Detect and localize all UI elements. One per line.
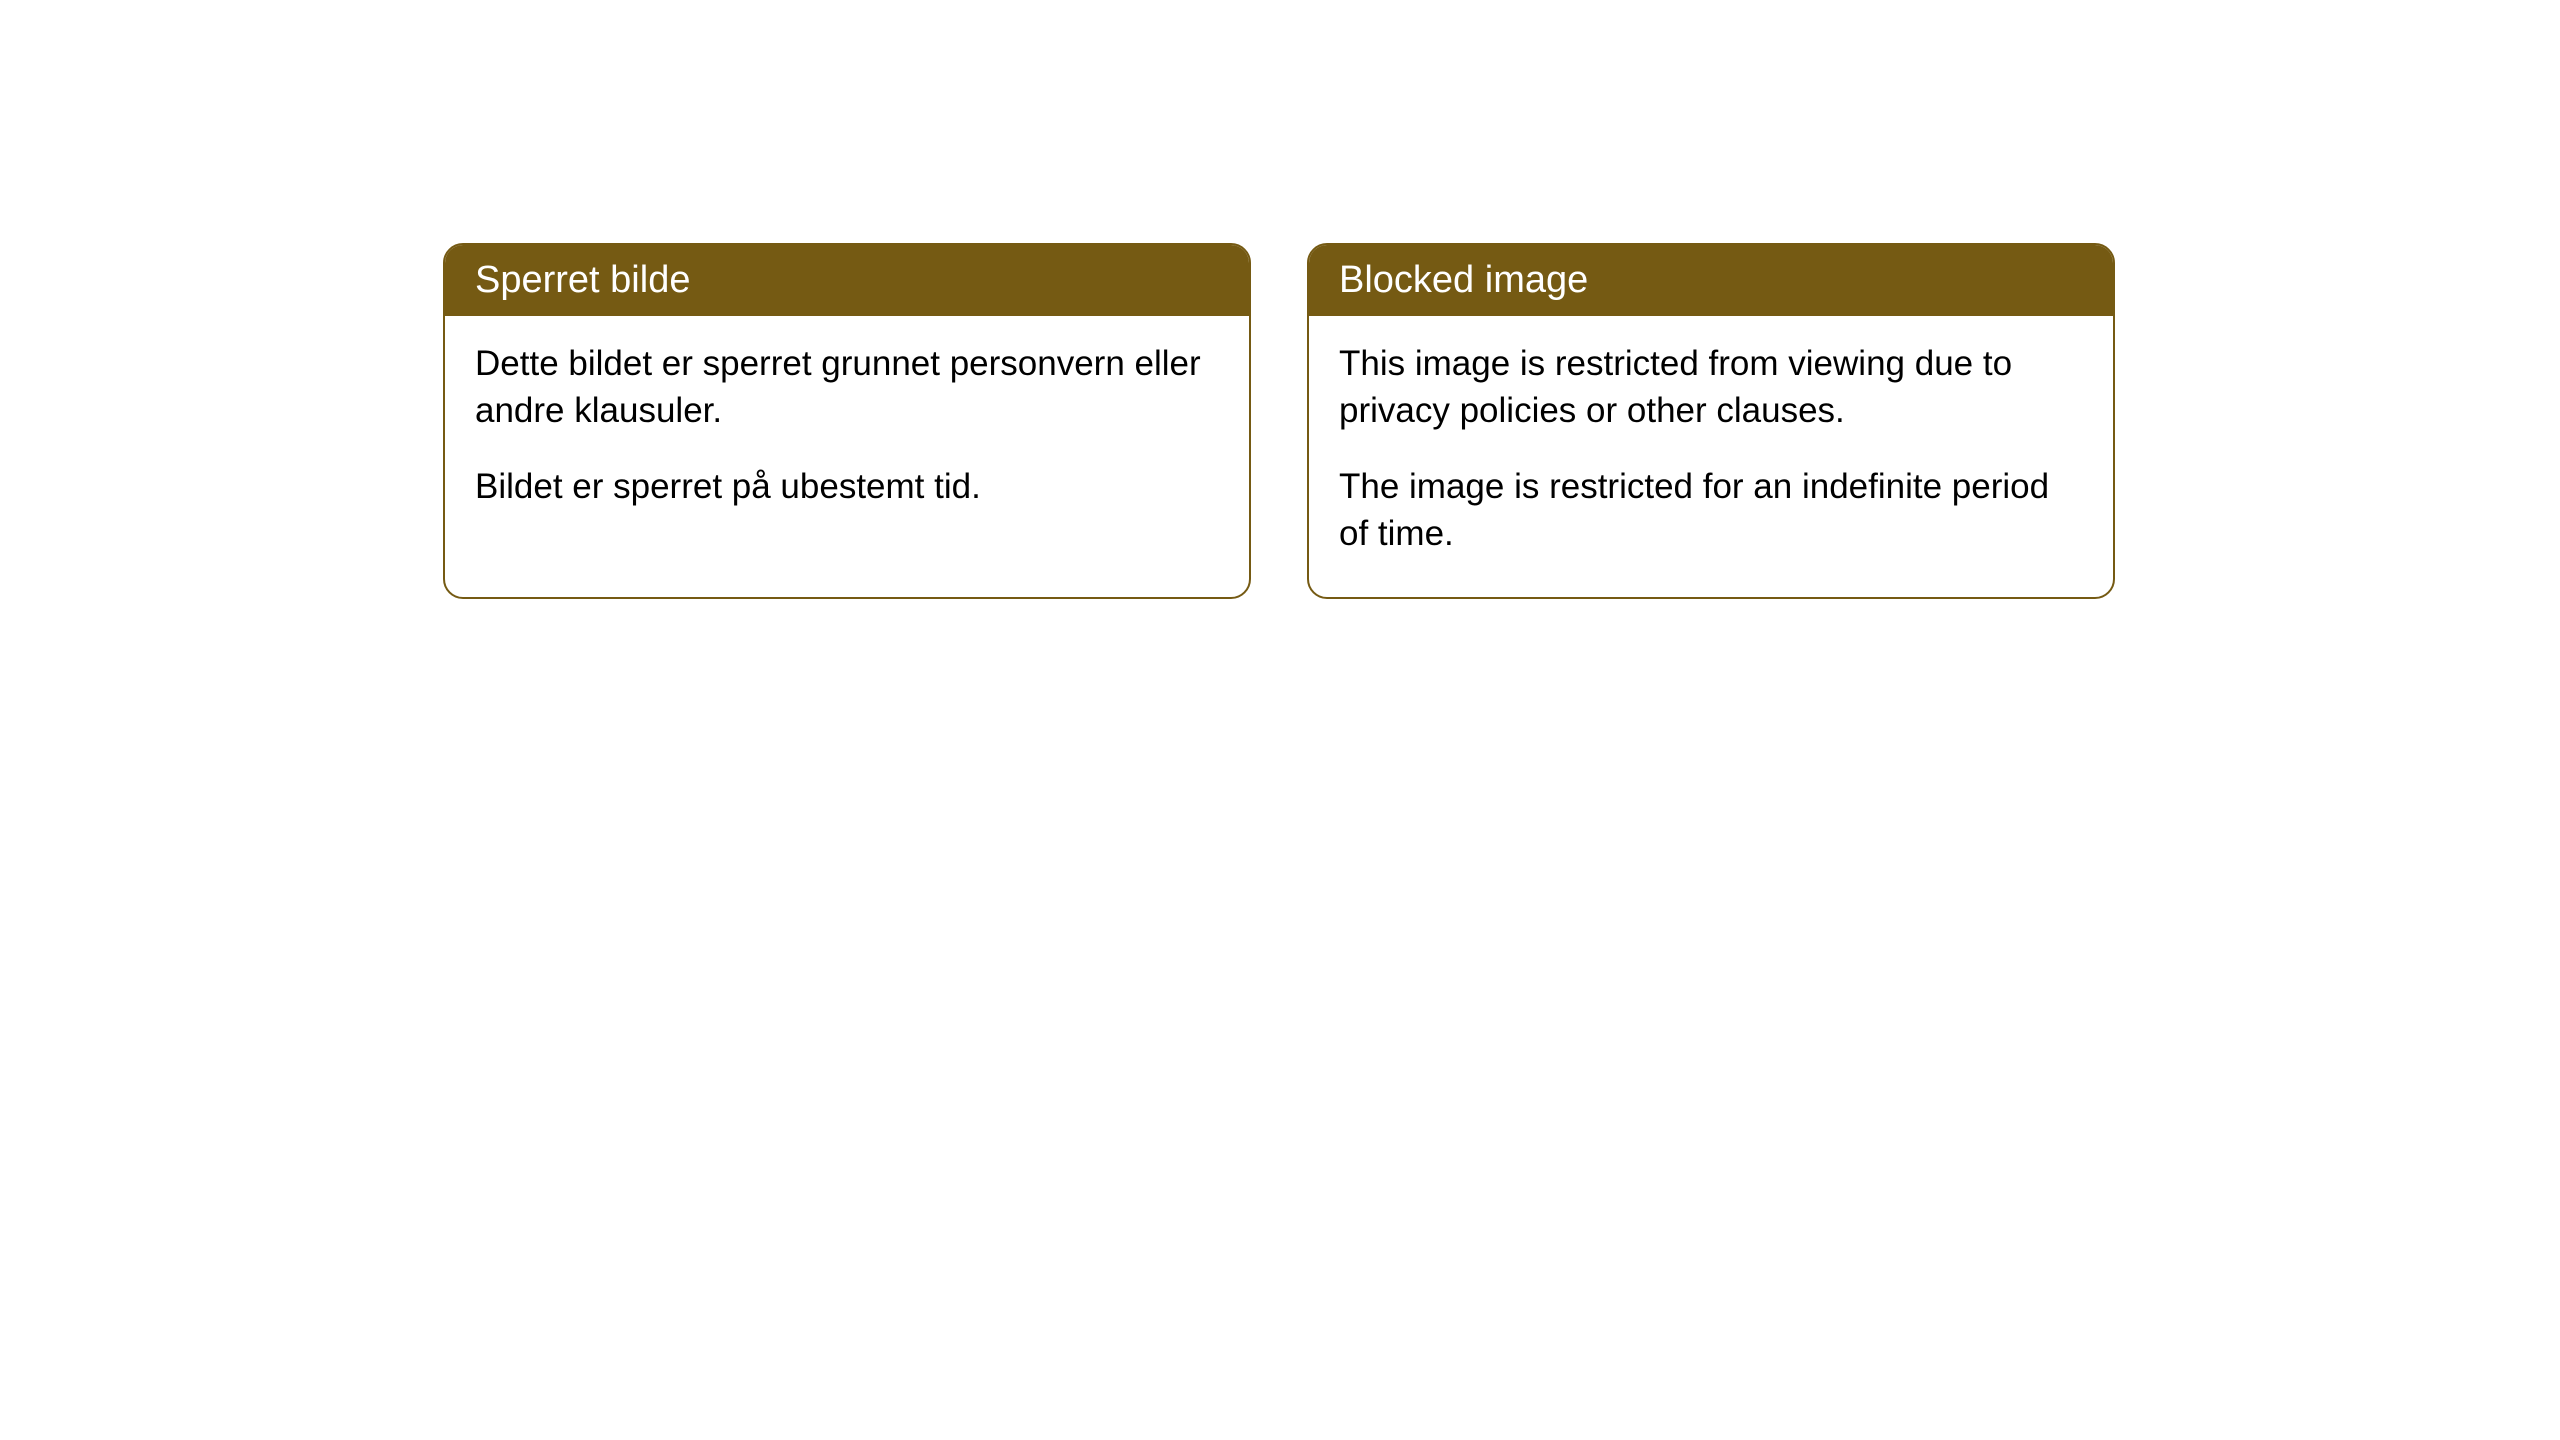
- notice-card-norwegian: Sperret bilde Dette bildet er sperret gr…: [443, 243, 1251, 599]
- notice-card-english: Blocked image This image is restricted f…: [1307, 243, 2115, 599]
- card-title: Sperret bilde: [475, 259, 690, 301]
- card-paragraph: Bildet er sperret på ubestemt tid.: [475, 463, 1219, 510]
- card-paragraph: The image is restricted for an indefinit…: [1339, 463, 2083, 558]
- card-paragraph: Dette bildet er sperret grunnet personve…: [475, 340, 1219, 435]
- card-header: Sperret bilde: [445, 245, 1249, 316]
- card-body: Dette bildet er sperret grunnet personve…: [445, 316, 1249, 550]
- card-title: Blocked image: [1339, 259, 1588, 301]
- notice-cards-container: Sperret bilde Dette bildet er sperret gr…: [443, 243, 2560, 599]
- card-paragraph: This image is restricted from viewing du…: [1339, 340, 2083, 435]
- card-header: Blocked image: [1309, 245, 2113, 316]
- card-body: This image is restricted from viewing du…: [1309, 316, 2113, 597]
